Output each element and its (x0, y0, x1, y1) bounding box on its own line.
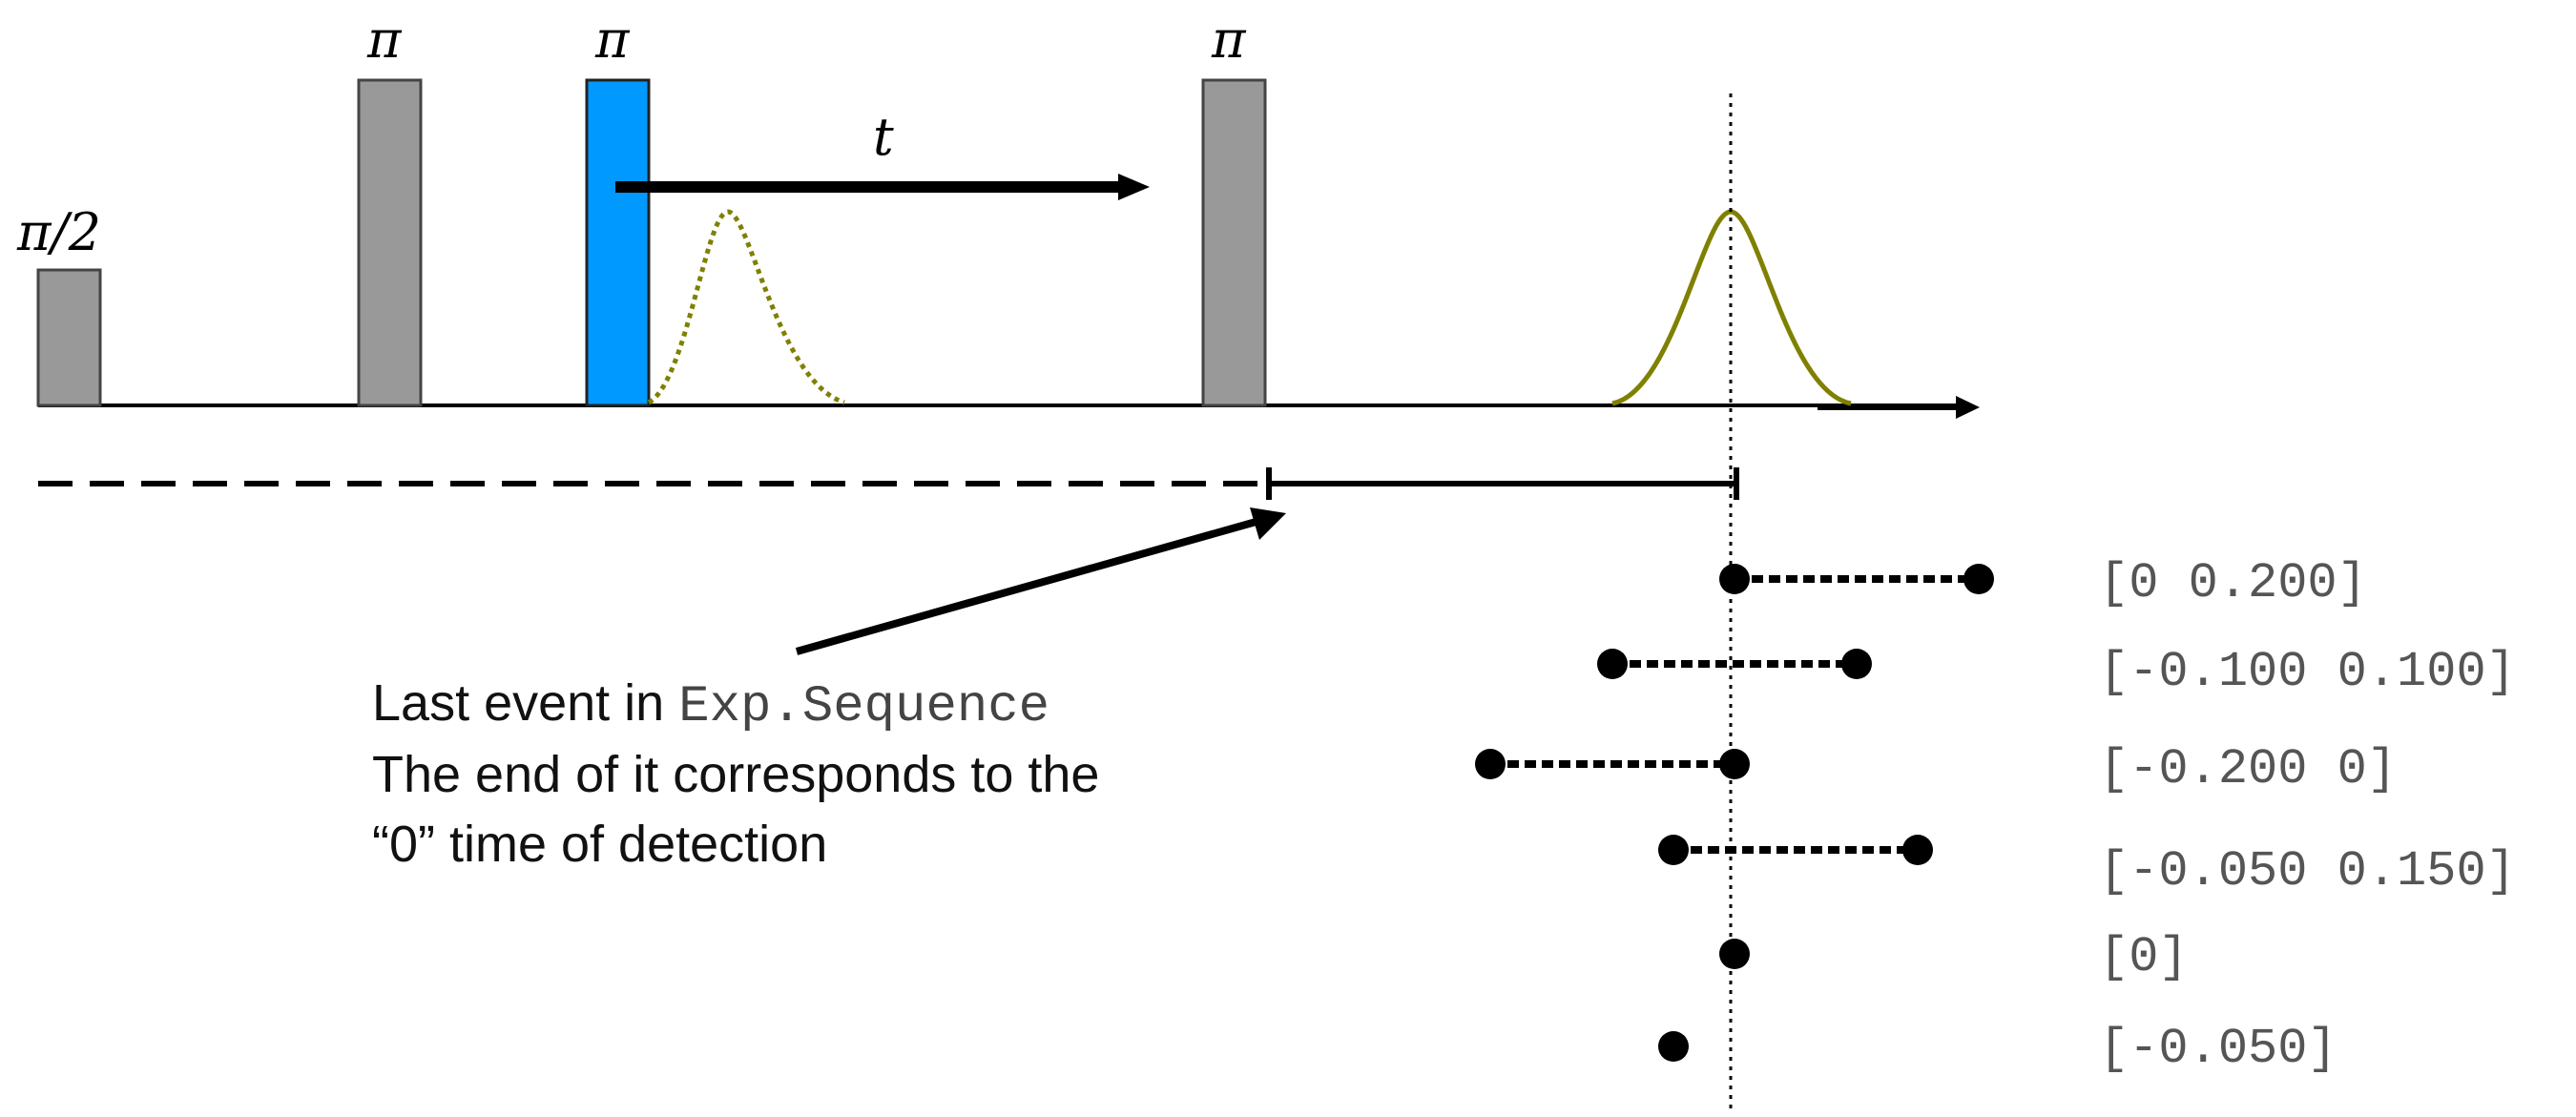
pulse-pi-2-highlight (585, 78, 651, 407)
echo-curve (1611, 209, 1852, 406)
window-1-start-dot (1719, 564, 1750, 594)
window-4-end-dot (1902, 835, 1933, 865)
window-label-3: [-0.200 0] (2099, 741, 2397, 797)
annotation-pointer-arrowhead (1250, 507, 1286, 540)
fid-curve (647, 209, 845, 405)
window-1-end-dot (1963, 564, 1994, 594)
window-4-start-dot (1658, 835, 1689, 865)
window-3-start-dot (1475, 749, 1506, 779)
pulse-label-pi-2: π (594, 10, 631, 70)
window-3-end-dot (1719, 749, 1750, 779)
window-label-6: [-0.050] (2099, 1021, 2337, 1077)
window-2-start-dot (1597, 649, 1628, 679)
annotation-code: Exp.Sequence (678, 678, 1049, 736)
delay-arrowhead (1118, 174, 1150, 200)
annotation-line-1: Last event in Exp.Sequence (372, 674, 1049, 736)
window-label-2: [-0.100 0.100] (2099, 644, 2516, 700)
pulse-label-pi-1: π (366, 10, 403, 70)
window-6-start-dot (1658, 1031, 1689, 1062)
time-axis-arrowhead (1956, 396, 1980, 419)
annotation-line-3: “0” time of detection (372, 816, 827, 873)
window-label-4: [-0.050 0.150] (2099, 843, 2516, 900)
pulse-label-pi-3: π (1211, 10, 1247, 70)
window-label-1: [0 0.200] (2099, 555, 2367, 611)
annotation-line-1-prefix: Last event in (372, 674, 678, 732)
annotation-line-2: The end of it corresponds to the (372, 746, 1099, 803)
pulse-pi-half (36, 268, 102, 407)
pulse-pi-1 (357, 78, 423, 407)
delay-label: t (873, 107, 894, 167)
window-2-end-dot (1841, 649, 1872, 679)
window-label-5: [0] (2099, 929, 2189, 985)
pulse-label-pi-half: π/2 (16, 202, 101, 262)
window-5-start-dot (1719, 939, 1750, 969)
detection-windows (1475, 564, 1994, 1062)
annotation-pointer-arrow (795, 517, 1261, 655)
pulse-pi-3 (1201, 78, 1267, 407)
